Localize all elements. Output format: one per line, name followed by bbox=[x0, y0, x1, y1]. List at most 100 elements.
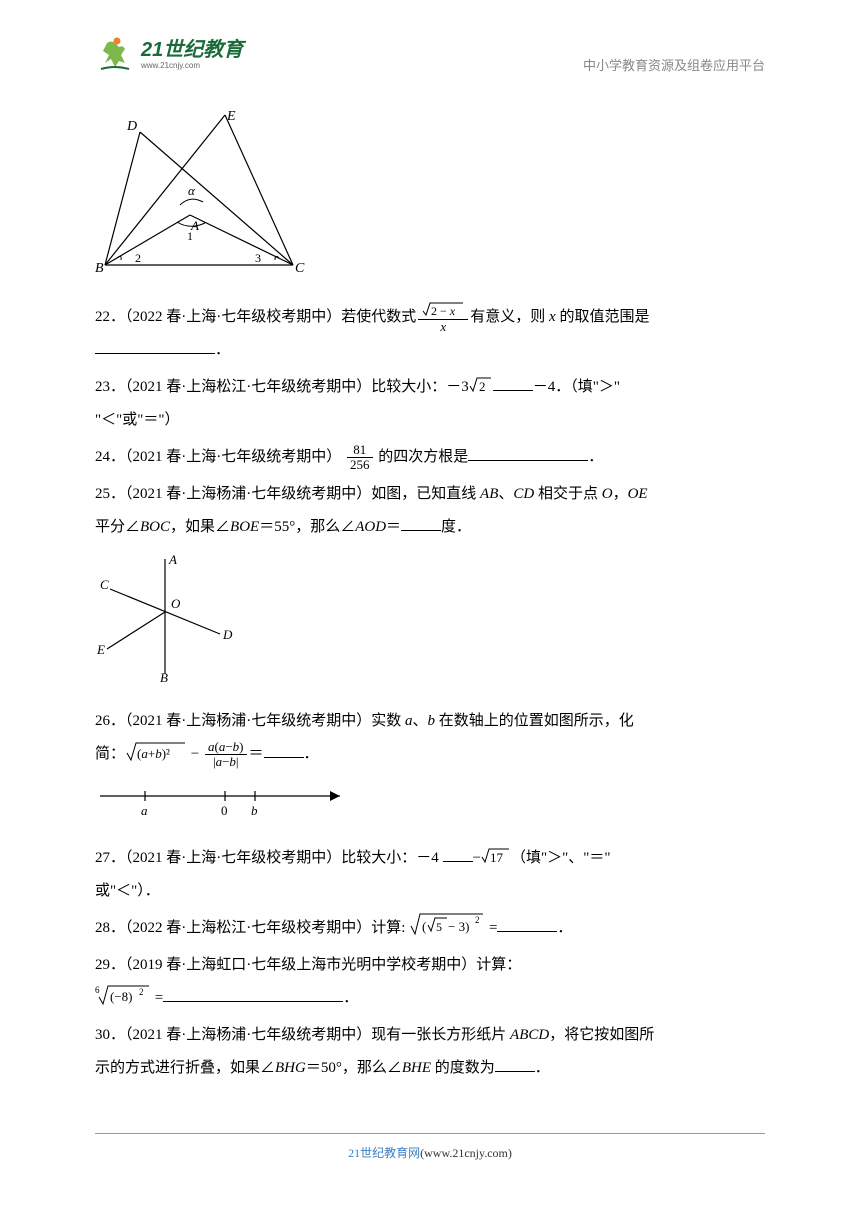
q25-meta: （2021 春·上海杨浦·七年级统考期中） bbox=[125, 486, 371, 502]
q27-text-b: −17 bbox=[473, 850, 511, 866]
page-header: 21世纪教育 www.21cnjy.com 中小学教育资源及组卷应用平台 bbox=[0, 0, 860, 100]
q26-b: b bbox=[428, 713, 436, 729]
q30-suffix: ． bbox=[535, 1060, 550, 1076]
svg-text:2: 2 bbox=[479, 379, 486, 394]
q26-expr-left: (a+b)² bbox=[125, 746, 187, 762]
q25-text-a: 如图，已知直线 bbox=[371, 486, 480, 502]
q27-text-d: 或"＜"）． bbox=[95, 883, 160, 899]
question-27: 27．（2021 春·上海·七年级校考期中）比较大小：－4 −17（填"＞"、"… bbox=[95, 842, 765, 908]
q22-var: x bbox=[549, 309, 556, 325]
q25-text-c: 相交于点 bbox=[534, 486, 602, 502]
q24-meta: （2021 春·上海·七年级统考期中） bbox=[125, 449, 341, 465]
q26-text-c: 在数轴上的位置如图所示，化 bbox=[435, 713, 634, 729]
q25-text-e: 平分∠ bbox=[95, 519, 140, 535]
q25-boe: BOE bbox=[230, 519, 259, 535]
label-D: D bbox=[126, 119, 137, 134]
question-28: 28．（2022 春·上海松江·七年级校考期中）计算: (5− 3)2 =． bbox=[95, 912, 765, 945]
q25-ab: AB bbox=[480, 486, 498, 502]
q26-frac: a(a−b)|a−b| bbox=[205, 740, 247, 770]
q26-num: 26 bbox=[95, 713, 110, 729]
number-line-diagram: a 0 b bbox=[95, 781, 765, 832]
label-B: B bbox=[95, 261, 104, 276]
q24-fraction: 81256 bbox=[347, 443, 373, 473]
svg-text:6: 6 bbox=[95, 985, 100, 995]
svg-text:D: D bbox=[222, 627, 233, 642]
q25-text-g: ＝55°，那么∠ bbox=[259, 519, 355, 535]
svg-text:2: 2 bbox=[475, 915, 480, 925]
q26-eq: ＝ bbox=[249, 746, 264, 762]
q25-text-d: ， bbox=[613, 486, 628, 502]
q25-blank bbox=[401, 516, 441, 531]
logo-subtitle: www.21cnjy.com bbox=[141, 62, 243, 70]
q28-meta: （2022 春·上海松江·七年级校考期中） bbox=[125, 920, 371, 936]
q29-expr: 6(−8)2 bbox=[95, 990, 151, 1006]
label-2: 2 bbox=[135, 251, 141, 265]
q26-text-a: 实数 bbox=[371, 713, 405, 729]
triangle-diagram: B C D E A α 1 2 3 bbox=[95, 110, 765, 291]
svg-text:B: B bbox=[160, 670, 168, 684]
q23-num: 23 bbox=[95, 379, 110, 395]
q30-meta: （2021 春·上海杨浦·七年级统考期中） bbox=[125, 1027, 371, 1043]
q29-meta: （2019 春·上海虹口·七年级上海市光明中学校考期中） bbox=[125, 957, 476, 973]
q26-blank bbox=[264, 743, 304, 758]
question-25: 25．（2021 春·上海杨浦·七年级统考期中）如图，已知直线 AB、CD 相交… bbox=[95, 478, 765, 544]
q23-blank bbox=[493, 376, 533, 391]
q30-text-a: 现有一张长方形纸片 bbox=[371, 1027, 510, 1043]
q24-text-a: 的四次方根是 bbox=[378, 449, 468, 465]
q30-text-c: 示的方式进行折叠，如果∠ bbox=[95, 1060, 275, 1076]
q23-text-a: 比较大小：－32 bbox=[371, 379, 493, 395]
q25-text-b: 、 bbox=[498, 486, 513, 502]
q28-expr: (5− 3)2 bbox=[409, 920, 485, 936]
question-24: 24．（2021 春·上海·七年级统考期中） 81256 的四次方根是． bbox=[95, 441, 765, 474]
q27-num: 27 bbox=[95, 850, 110, 866]
q30-text-e: 的度数为 bbox=[431, 1060, 495, 1076]
q22-text-b: 有意义，则 bbox=[470, 309, 549, 325]
label-alpha: α bbox=[188, 183, 196, 198]
header-right-text: 中小学教育资源及组卷应用平台 bbox=[583, 55, 765, 74]
svg-text:(: ( bbox=[422, 919, 426, 934]
q27-blank bbox=[443, 847, 473, 862]
q24-blank bbox=[468, 446, 588, 461]
q27-text-c: （填"＞"、"＝" bbox=[511, 850, 611, 866]
q22-suffix: ． bbox=[215, 342, 230, 358]
q22-text-a: 若使代数式 bbox=[341, 309, 416, 325]
q29-eq: = bbox=[151, 990, 163, 1006]
q23-text-b: －4．（填"＞" bbox=[533, 379, 620, 395]
q25-oe: OE bbox=[628, 486, 648, 502]
footer-brand: 21世纪教育网 bbox=[348, 1146, 420, 1160]
question-30: 30．（2021 春·上海杨浦·七年级统考期中）现有一张长方形纸片 ABCD，将… bbox=[95, 1019, 765, 1085]
svg-text:O: O bbox=[171, 596, 181, 611]
q29-suffix: ． bbox=[343, 990, 358, 1006]
label-C: C bbox=[295, 261, 305, 276]
q25-aod: AOD bbox=[355, 519, 386, 535]
svg-text:2 − x: 2 − x bbox=[431, 304, 456, 317]
q28-eq: = bbox=[489, 920, 497, 936]
q26-suffix: ． bbox=[304, 746, 319, 762]
svg-text:2: 2 bbox=[139, 987, 144, 997]
q30-blank bbox=[495, 1057, 535, 1072]
question-29: 29．（2019 春·上海虹口·七年级上海市光明中学校考期中）计算：6(−8)2… bbox=[95, 949, 765, 1015]
svg-text:E: E bbox=[96, 642, 105, 657]
q26-text-d: 简： bbox=[95, 746, 125, 762]
q30-abcd: ABCD bbox=[510, 1027, 549, 1043]
q25-text-i: 度． bbox=[441, 519, 471, 535]
q28-num: 28 bbox=[95, 920, 110, 936]
svg-text:(a+b)²: (a+b)² bbox=[137, 746, 170, 761]
question-26: 26．（2021 春·上海杨浦·七年级统考期中）实数 a、b 在数轴上的位置如图… bbox=[95, 705, 765, 771]
q26-a: a bbox=[405, 713, 413, 729]
page-footer: 21世纪教育网(www.21cnjy.com) bbox=[95, 1133, 765, 1161]
q27-text-a: 比较大小：－4 bbox=[341, 850, 442, 866]
q26-text-b: 、 bbox=[413, 713, 428, 729]
q23-meta: （2021 春·上海松江·七年级统考期中） bbox=[125, 379, 371, 395]
q22-text-c: 的取值范围是 bbox=[556, 309, 650, 325]
svg-text:(−8): (−8) bbox=[110, 989, 133, 1004]
svg-text:A: A bbox=[168, 554, 177, 567]
q22-blank bbox=[95, 339, 215, 354]
question-22: 22．（2022 春·上海·七年级校考期中）若使代数式 2 − x x有意义，则… bbox=[95, 301, 765, 367]
q29-blank bbox=[163, 987, 343, 1002]
logo-title: 21世纪教育 bbox=[141, 40, 243, 60]
q22-fraction: 2 − x x bbox=[418, 301, 468, 334]
q25-boc: BOC bbox=[140, 519, 170, 535]
q30-text-d: ＝50°，那么∠ bbox=[306, 1060, 402, 1076]
q23-text-c: "＜"或"＝"） bbox=[95, 412, 180, 428]
